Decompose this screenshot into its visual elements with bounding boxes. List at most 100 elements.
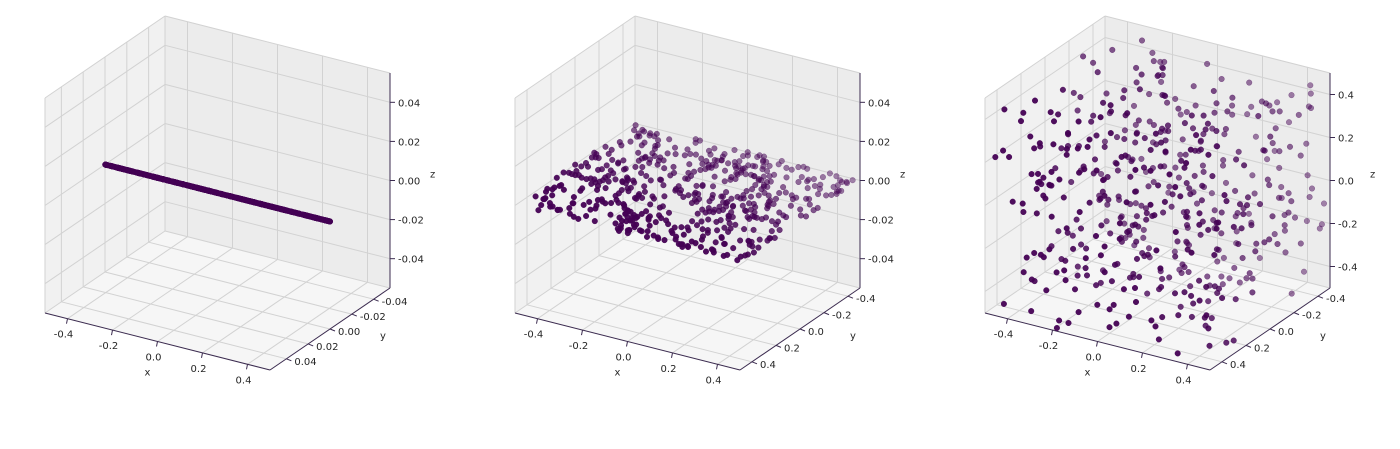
data-point <box>1251 190 1258 197</box>
data-point <box>681 152 688 159</box>
data-point <box>568 171 575 178</box>
x-tick-mark <box>156 341 158 347</box>
data-point <box>810 176 817 183</box>
data-point <box>549 186 556 193</box>
data-point <box>1172 164 1179 171</box>
pane-edge <box>1104 15 1331 74</box>
y-tick-label: 0.4 <box>760 360 776 371</box>
data-point <box>1226 275 1233 282</box>
data-point <box>737 237 744 244</box>
data-point <box>747 193 755 200</box>
data-point <box>1050 141 1057 148</box>
data-point <box>1034 170 1042 177</box>
data-point <box>1187 146 1194 153</box>
data-point <box>1224 108 1231 115</box>
data-point <box>709 183 717 190</box>
data-point <box>1138 202 1145 209</box>
z-axis-label: z <box>1370 170 1375 181</box>
data-point <box>1303 140 1310 147</box>
data-point <box>1229 102 1236 109</box>
y-tick-mark <box>1245 344 1252 348</box>
y-tick-mark <box>847 295 854 299</box>
data-point <box>1140 226 1147 233</box>
data-point <box>1306 193 1313 201</box>
data-point <box>1033 210 1040 217</box>
data-point <box>1063 145 1070 153</box>
x-tick-label: -0.4 <box>54 330 74 341</box>
data-point <box>1116 235 1123 242</box>
x-tick-mark <box>1006 318 1008 324</box>
data-point <box>587 206 594 213</box>
x-tick-mark <box>671 352 673 358</box>
data-point <box>1198 197 1205 204</box>
data-point <box>1124 110 1131 117</box>
data-point <box>1110 301 1117 308</box>
data-point <box>1320 200 1328 207</box>
data-point <box>566 205 573 212</box>
data-point <box>1214 258 1221 265</box>
data-point <box>666 136 673 143</box>
data-point <box>1288 290 1295 297</box>
data-point <box>1101 243 1108 250</box>
data-point <box>697 166 704 174</box>
y-tick-mark <box>1269 328 1276 332</box>
data-point <box>1109 46 1116 53</box>
data-point <box>1020 208 1027 216</box>
data-point <box>1132 221 1139 228</box>
data-point <box>1181 289 1188 296</box>
data-point <box>698 218 705 225</box>
data-point <box>773 221 780 228</box>
data-point <box>680 231 687 238</box>
data-point <box>837 177 844 184</box>
pane-edge <box>634 230 861 289</box>
data-point <box>1086 199 1093 206</box>
data-point <box>1204 120 1211 127</box>
data-point <box>1055 228 1062 235</box>
data-point <box>1132 188 1139 195</box>
grid-line-y <box>574 271 801 330</box>
data-point <box>707 151 714 158</box>
data-point <box>1090 112 1097 119</box>
data-point <box>1094 69 1101 76</box>
data-point <box>1000 300 1007 307</box>
data-point <box>553 174 560 181</box>
data-point <box>830 183 837 190</box>
data-point <box>1159 72 1166 79</box>
z-tick-label: -0.02 <box>398 216 424 227</box>
x-tick-label: -0.4 <box>994 330 1014 341</box>
grid-line-y <box>1092 238 1319 297</box>
pane-edge <box>44 15 166 99</box>
data-point <box>843 180 851 187</box>
grid-line-z <box>514 201 636 285</box>
data-point <box>1076 169 1083 176</box>
data-point <box>603 162 610 169</box>
data-point <box>1082 255 1089 262</box>
data-point <box>1192 102 1199 109</box>
data-point <box>1074 272 1081 279</box>
data-point <box>1267 133 1274 140</box>
data-point <box>1241 162 1248 169</box>
data-point <box>723 189 730 196</box>
data-point <box>1276 164 1283 171</box>
data-point <box>1017 118 1025 125</box>
y-tick-mark <box>307 343 314 347</box>
grid-line-z <box>164 44 391 103</box>
data-point <box>646 222 653 229</box>
data-point <box>783 214 790 221</box>
data-point <box>1318 221 1325 228</box>
data-point <box>1076 208 1083 216</box>
data-point <box>664 150 671 157</box>
data-point <box>1060 194 1067 201</box>
data-point <box>1097 252 1104 259</box>
y-tick-mark <box>1293 312 1300 316</box>
data-point <box>1175 105 1182 112</box>
grid-line-y <box>83 286 309 345</box>
data-point <box>725 228 732 235</box>
data-point <box>1031 145 1038 152</box>
data-point <box>1160 209 1167 216</box>
data-point <box>816 185 823 192</box>
z-tick-label: 0.4 <box>1338 91 1354 102</box>
data-point <box>702 209 709 216</box>
y-tick-label: 0.0 <box>808 327 824 338</box>
